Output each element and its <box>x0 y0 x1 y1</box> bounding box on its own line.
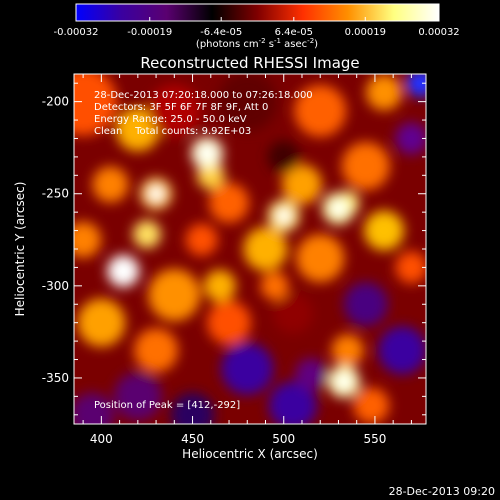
heatmap-cell <box>343 282 388 327</box>
heatmap-cell <box>366 74 403 111</box>
bright-source-core <box>335 373 352 390</box>
colorbar-tick-label: 6.4e-05 <box>275 27 313 38</box>
x-axis-label: Heliocentric X (arcsec) <box>182 447 318 461</box>
heatmap-cell <box>281 164 322 205</box>
colorbar-tick-label: 0.00019 <box>345 27 386 38</box>
heatmap-cell <box>296 234 345 283</box>
heatmap-cell <box>341 142 390 191</box>
annotation-energy-range: Energy Range: 25.0 - 50.0 keV <box>94 114 247 125</box>
heatmap-cell <box>92 166 129 203</box>
footer-timestamp: 28-Dec-2013 09:20 <box>389 485 495 498</box>
heatmap-cell <box>170 392 215 424</box>
heatmap-cell <box>295 358 328 391</box>
y-tick-label: -350 <box>42 371 69 385</box>
heatmap-cell <box>134 328 179 373</box>
bright-source-core <box>148 185 165 202</box>
colorbar-ticks: -0.00032 -0.00019 -6.4e-05 6.4e-05 0.00019 0.… <box>54 17 460 38</box>
heatmap-cell <box>74 221 102 258</box>
heatmap-cell <box>148 84 201 137</box>
bright-source-core <box>115 263 132 280</box>
heatmap-cell <box>395 251 426 284</box>
heatmap-cell <box>406 74 426 98</box>
y-tick-label: -300 <box>42 279 69 293</box>
heatmap-cell <box>243 227 288 271</box>
colorbar: -0.00032 -0.00019 -6.4e-05 6.4e-05 0.00019 0.… <box>54 3 460 50</box>
x-tick-label: 500 <box>272 432 295 446</box>
x-tick-label: 400 <box>90 432 113 446</box>
heatmap-cell <box>217 74 278 132</box>
colorbar-tick-label: -0.00032 <box>54 27 99 38</box>
bright-source-core <box>330 200 347 217</box>
heatmap-cell <box>294 84 347 137</box>
heatmap-cell <box>268 381 317 424</box>
heatmap-cell <box>395 122 426 155</box>
heatmap-cell <box>221 342 274 395</box>
heatmap-cell <box>378 326 426 375</box>
heatmap-cell <box>185 223 218 256</box>
heatmap-cell <box>77 298 126 347</box>
heatmap-cell <box>353 387 390 424</box>
heatmap-blobs <box>74 74 426 424</box>
bright-source-core <box>199 145 216 162</box>
heatmap-cell <box>272 293 313 334</box>
colorbar-tick-label: -6.4e-05 <box>200 27 242 38</box>
heatmap-cell <box>115 107 160 152</box>
heatmap-cell <box>260 271 289 300</box>
x-tick-label: 450 <box>181 432 204 446</box>
heatmap-cell <box>267 140 300 173</box>
y-axis-ticks: -200 -250 -300 -350 <box>42 82 426 416</box>
annotation-detectors: Detectors: 3F 5F 6F 7F 8F 9F, Att 0 <box>94 102 268 113</box>
annotation-clean-counts: Clean Total counts: 9.92E+03 <box>94 126 251 137</box>
heatmap-image <box>74 74 426 424</box>
x-axis-ticks: 400 450 500 550 <box>82 74 412 446</box>
chart-title: Reconstructed RHESSI Image <box>140 54 359 72</box>
heatmap-cell <box>209 182 250 223</box>
y-axis-label: Heliocentric Y (arcsec) <box>13 182 27 317</box>
peak-position-label: Position of Peak = [412,-292] <box>94 400 240 411</box>
colorbar-frame <box>75 3 440 22</box>
y-tick-label: -200 <box>42 95 69 109</box>
heatmap-cell <box>113 372 162 421</box>
colorbar-tick-label: -0.00019 <box>127 27 172 38</box>
colorbar-strip <box>76 4 439 21</box>
x-tick-label: 550 <box>363 432 386 446</box>
annotation-time-range: 28-Dec-2013 07:20:18.000 to 07:26:18.000 <box>94 90 313 101</box>
heatmap-cell <box>203 269 236 302</box>
heatmap-cell <box>364 210 405 251</box>
bright-source-core <box>275 207 292 224</box>
heatmap-cell <box>207 300 252 345</box>
colorbar-tick-label: 0.00032 <box>418 27 459 38</box>
heatmap-cell <box>331 334 364 367</box>
heatmap-cell <box>74 74 118 136</box>
heatmap-cell <box>74 392 115 424</box>
heatmap-cell <box>132 220 161 249</box>
heatmap-cell <box>148 269 201 322</box>
colorbar-units: (photons cm-2 s-1 asec-2) <box>196 37 318 50</box>
annotation-block: 28-Dec-2013 07:20:18.000 to 07:26:18.000… <box>94 90 313 411</box>
y-tick-label: -250 <box>42 187 69 201</box>
